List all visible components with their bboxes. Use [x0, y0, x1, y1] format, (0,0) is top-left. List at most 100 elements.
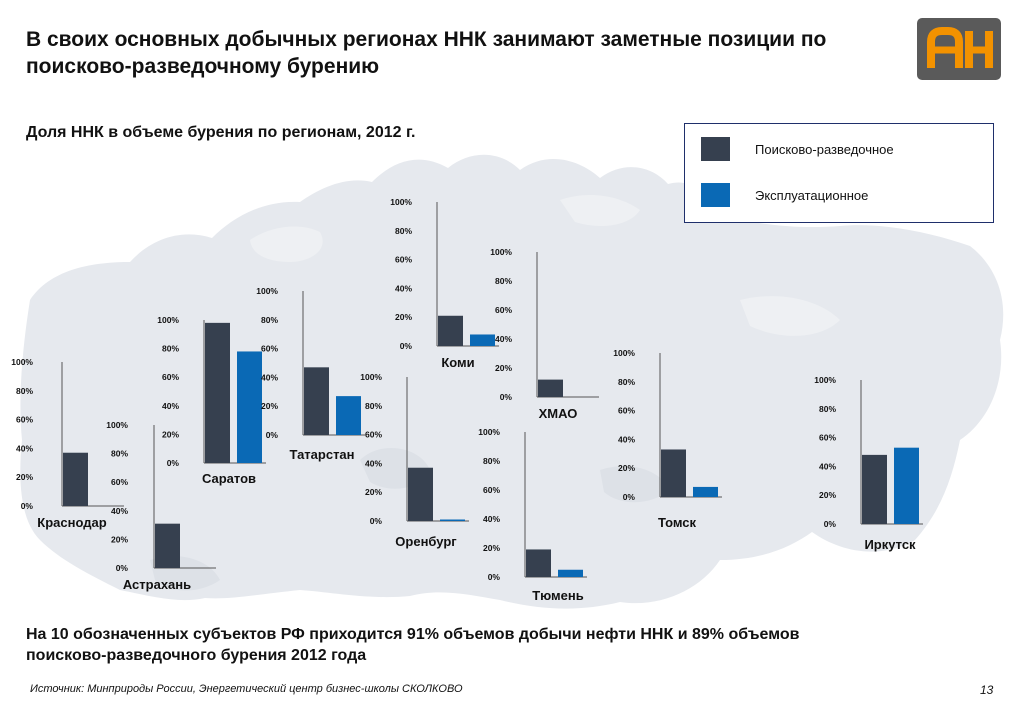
summary-text: На 10 обозначенных субъектов РФ приходит…: [26, 626, 800, 664]
chart-5-tick-label: 0%: [370, 516, 383, 526]
chart-1-tick-label: 0%: [116, 563, 129, 573]
legend-label-exploration: Поисково-разведочное: [755, 141, 894, 157]
chart-8-tick-label: 20%: [618, 463, 635, 473]
legend-swatch-exploration: [701, 137, 730, 161]
chart-0-bar-exploration: [63, 452, 88, 506]
chart-1-tick-label: 40%: [111, 506, 128, 516]
chart-3-tick-label: 0%: [266, 430, 279, 440]
legend: Поисково-разведочное Эксплуатационное: [684, 123, 994, 223]
chart-4-tick-label: 40%: [395, 283, 412, 293]
chart-5-tick-label: 100%: [360, 372, 382, 382]
legend-item-exploration: Поисково-разведочное: [701, 136, 894, 162]
chart-4-tick-label: 80%: [395, 226, 412, 236]
chart-7-bar-exploration: [526, 549, 551, 577]
chart-2-tick-label: 0%: [167, 458, 180, 468]
chart-7-bar-production: [558, 569, 583, 577]
chart-9-tick-label: 40%: [819, 461, 836, 471]
source-note: Источник: Минприроды России, Энергетичес…: [30, 683, 463, 695]
chart-2-tick-label: 20%: [162, 429, 179, 439]
chart-6-tick-label: 80%: [495, 276, 512, 286]
chart-0-tick-label: 0%: [21, 501, 34, 511]
chart-5-tick-label: 40%: [365, 458, 382, 468]
chart-1-region-label: Астрахань: [123, 577, 191, 592]
chart-5-bar-production: [440, 519, 465, 521]
chart-2-bar-production: [237, 351, 262, 463]
chart-7-tick-label: 60%: [483, 485, 500, 495]
chart-8-tick-label: 0%: [623, 492, 636, 502]
chart-0-tick-label: 100%: [11, 357, 33, 367]
chart-6-tick-label: 100%: [490, 247, 512, 257]
chart-5-region-label: Оренбург: [395, 534, 457, 549]
chart-7-tick-label: 100%: [478, 427, 500, 437]
logo: [917, 18, 1001, 80]
chart-6-tick-label: 20%: [495, 363, 512, 373]
page-title: В своих основных добычных регионах ННК з…: [26, 28, 827, 78]
chart-8-region-label: Томск: [658, 515, 697, 530]
chart-3-tick-label: 40%: [261, 372, 278, 382]
chart-6-bar-exploration: [538, 379, 563, 397]
chart-4-tick-label: 0%: [400, 341, 413, 351]
chart-9-tick-label: 80%: [819, 404, 836, 414]
chart-8-bar-exploration: [661, 449, 686, 497]
chart-2-region-label: Саратов: [202, 471, 256, 486]
chart-subtitle: Доля ННК в объеме бурения по регионам, 2…: [26, 124, 416, 141]
chart-0-tick-label: 80%: [16, 386, 33, 396]
chart-0-tick-label: 20%: [16, 472, 33, 482]
chart-3-bar-exploration: [304, 367, 329, 435]
chart-5-tick-label: 80%: [365, 401, 382, 411]
chart-2-tick-label: 60%: [162, 372, 179, 382]
chart-9-bar-exploration: [862, 454, 887, 524]
chart-0-tick-label: 60%: [16, 415, 33, 425]
chart-3-bar-production: [336, 396, 361, 435]
chart-3-tick-label: 100%: [256, 286, 278, 296]
chart-9-tick-label: 20%: [819, 490, 836, 500]
legend-item-production: Эксплуатационное: [701, 182, 868, 208]
chart-4-bar-production: [470, 334, 495, 346]
chart-8-tick-label: 80%: [618, 377, 635, 387]
chart-3-region-label: Татарстан: [289, 447, 354, 462]
chart-9-tick-label: 100%: [814, 375, 836, 385]
chart-6-tick-label: 60%: [495, 305, 512, 315]
chart-5-tick-label: 20%: [365, 487, 382, 497]
chart-4-tick-label: 100%: [390, 197, 412, 207]
chart-7-tick-label: 80%: [483, 456, 500, 466]
chart-9-tick-label: 0%: [824, 519, 837, 529]
chart-2-tick-label: 40%: [162, 401, 179, 411]
chart-5-tick-label: 60%: [365, 430, 382, 440]
chart-7-region-label: Тюмень: [532, 588, 583, 603]
chart-2-tick-label: 80%: [162, 344, 179, 354]
chart-0-region-label: Краснодар: [37, 515, 106, 530]
legend-swatch-production: [701, 183, 730, 207]
chart-9-tick-label: 60%: [819, 433, 836, 443]
legend-label-production: Эксплуатационное: [755, 187, 869, 203]
chart-8-bar-production: [693, 486, 718, 497]
chart-2-bar-exploration: [205, 322, 230, 463]
chart-6-region-label: ХМАО: [539, 406, 578, 421]
chart-4-tick-label: 20%: [395, 312, 412, 322]
chart-8-tick-label: 60%: [618, 406, 635, 416]
chart-1-bar-exploration: [155, 523, 180, 568]
chart-2-tick-label: 100%: [157, 315, 179, 325]
chart-7-tick-label: 0%: [488, 572, 501, 582]
chart-4-tick-label: 60%: [395, 255, 412, 265]
chart-7-tick-label: 40%: [483, 514, 500, 524]
chart-8-tick-label: 100%: [613, 348, 635, 358]
chart-6-tick-label: 40%: [495, 334, 512, 344]
chart-7-tick-label: 20%: [483, 543, 500, 553]
chart-4-region-label: Коми: [441, 355, 474, 370]
chart-1-tick-label: 80%: [111, 449, 128, 459]
chart-1-tick-label: 20%: [111, 534, 128, 544]
chart-1-tick-label: 100%: [106, 420, 128, 430]
chart-3-tick-label: 80%: [261, 315, 278, 325]
chart-0-tick-label: 40%: [16, 443, 33, 453]
chart-9-region-label: Иркутск: [864, 537, 916, 552]
chart-3-tick-label: 60%: [261, 344, 278, 354]
chart-6-tick-label: 0%: [500, 392, 513, 402]
ah-logo-icon: [927, 27, 993, 68]
chart-4-bar-exploration: [438, 315, 463, 346]
chart-5-bar-exploration: [408, 467, 433, 521]
chart-9-bar-production: [894, 447, 919, 524]
chart-1-tick-label: 60%: [111, 477, 128, 487]
